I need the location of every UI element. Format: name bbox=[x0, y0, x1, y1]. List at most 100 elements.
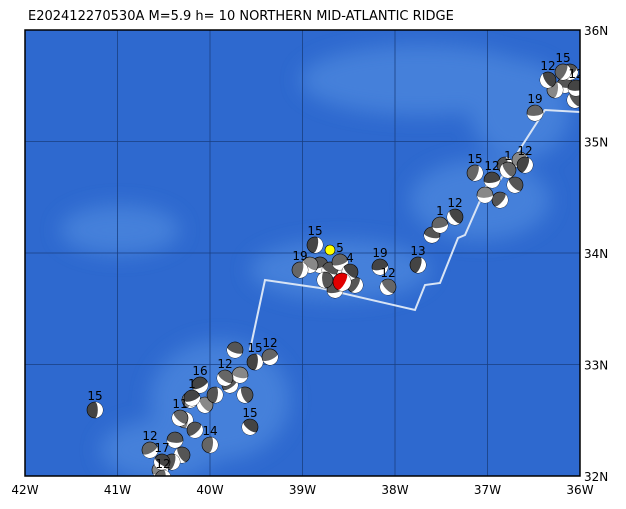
focal-mechanism bbox=[526, 104, 544, 122]
focal-mechanism bbox=[554, 63, 572, 81]
focal-mechanism bbox=[431, 216, 449, 234]
depth-label: 15 bbox=[247, 341, 262, 355]
ball-quadrant bbox=[189, 424, 203, 438]
ball-quadrant bbox=[262, 353, 278, 365]
ball-quadrant bbox=[527, 112, 543, 121]
focal-mechanism bbox=[539, 71, 557, 89]
lon-label: 42W bbox=[11, 483, 38, 497]
ball-quadrant bbox=[500, 163, 513, 178]
ball-quadrant bbox=[432, 223, 448, 233]
depth-label: 12 bbox=[484, 159, 499, 173]
ball-quadrant bbox=[559, 64, 571, 80]
focal-mechanism bbox=[201, 436, 219, 454]
epicenter-marker bbox=[324, 244, 336, 256]
focal-mechanism bbox=[316, 271, 334, 289]
ball-quadrant bbox=[380, 281, 394, 295]
lon-label: 40W bbox=[196, 483, 223, 497]
depth-label: 12 bbox=[380, 266, 395, 280]
ball-quadrant bbox=[553, 82, 563, 98]
lon-label: 39W bbox=[289, 483, 316, 497]
depth-label: 1 bbox=[504, 149, 512, 163]
depth-label: 12 bbox=[262, 336, 277, 350]
focal-mechanism bbox=[86, 401, 104, 419]
depth-label: 19 bbox=[292, 249, 307, 263]
focal-mechanism bbox=[446, 208, 464, 226]
ball-quadrant bbox=[477, 194, 493, 203]
focal-mechanism bbox=[154, 469, 172, 476]
ball-quadrant bbox=[317, 272, 326, 288]
depth-label: 15 bbox=[242, 406, 257, 420]
depth-label: 13 bbox=[410, 244, 425, 258]
lat-label: 35N bbox=[584, 136, 608, 150]
ball-quadrant bbox=[162, 470, 171, 476]
ball-quadrant bbox=[242, 422, 257, 435]
ball-quadrant bbox=[184, 395, 200, 406]
depth-label: 12 bbox=[447, 196, 462, 210]
ball-quadrant bbox=[232, 373, 248, 383]
focal-mechanism bbox=[241, 418, 259, 436]
ball-quadrant bbox=[415, 257, 426, 273]
focal-mechanism bbox=[291, 261, 309, 279]
focal-mechanism bbox=[236, 386, 254, 404]
depth-label: 12 bbox=[142, 429, 157, 443]
ball-quadrant bbox=[327, 288, 343, 298]
lon-label: 37W bbox=[474, 483, 501, 497]
focal-mechanism bbox=[466, 164, 484, 182]
depth-label: 4 bbox=[346, 251, 354, 265]
ball-quadrant bbox=[540, 73, 553, 88]
focal-mechanism bbox=[499, 161, 517, 179]
lon-label: 38W bbox=[381, 483, 408, 497]
focal-mechanism bbox=[206, 386, 224, 404]
lat-label: 36N bbox=[584, 24, 608, 38]
ball-quadrant bbox=[172, 412, 187, 426]
focal-mechanism bbox=[371, 258, 389, 276]
depth-label: 17 bbox=[154, 441, 169, 455]
focal-mechanism bbox=[483, 171, 501, 189]
ball-quadrant bbox=[223, 380, 238, 393]
ball-quadrant bbox=[154, 457, 169, 470]
depth-label: 12 bbox=[568, 67, 583, 81]
lat-label: 34N bbox=[584, 247, 608, 261]
ball-quadrant bbox=[350, 278, 363, 293]
ball-quadrant bbox=[213, 387, 223, 403]
ball-quadrant bbox=[521, 157, 533, 173]
depth-label: 15 bbox=[87, 389, 102, 403]
ball-quadrant bbox=[169, 454, 180, 470]
depth-label: 19 bbox=[372, 246, 387, 260]
ball-quadrant bbox=[484, 178, 500, 188]
focal-mechanism bbox=[191, 376, 209, 394]
focal-mechanism bbox=[306, 236, 324, 254]
depth-label: 16 bbox=[192, 364, 207, 378]
ball-quadrant bbox=[567, 93, 580, 108]
depth-label: 1 bbox=[188, 377, 196, 391]
focal-mechanism bbox=[516, 156, 534, 174]
depth-label: 11 bbox=[172, 397, 187, 411]
depth-label: 5 bbox=[336, 241, 344, 255]
ball-quadrant bbox=[143, 446, 158, 458]
depth-label: 15 bbox=[555, 51, 570, 65]
depth-label: 12 bbox=[217, 357, 232, 371]
focal-mechanism bbox=[186, 421, 204, 439]
focal-mechanism bbox=[226, 341, 244, 359]
depth-label: 19 bbox=[527, 92, 542, 106]
ball-quadrant bbox=[507, 179, 521, 193]
depth-label: 15 bbox=[307, 224, 322, 238]
main-mechanism bbox=[332, 272, 352, 292]
ball-quadrant bbox=[337, 274, 351, 291]
ball-quadrant bbox=[424, 233, 440, 243]
focal-mechanism bbox=[216, 369, 234, 387]
focal-mechanism bbox=[506, 176, 524, 194]
ball-quadrant bbox=[472, 165, 483, 181]
focal-mechanism bbox=[379, 278, 397, 296]
focal-mechanism bbox=[246, 353, 264, 371]
ball-quadrant bbox=[197, 398, 211, 413]
ball-quadrant bbox=[297, 262, 308, 278]
focal-mechanism bbox=[261, 348, 279, 366]
depth-label: 1 bbox=[436, 204, 444, 218]
focal-mechanism bbox=[567, 79, 580, 97]
ball-quadrant bbox=[167, 439, 183, 448]
lon-label: 36W bbox=[566, 483, 593, 497]
ball-quadrant bbox=[95, 402, 103, 418]
